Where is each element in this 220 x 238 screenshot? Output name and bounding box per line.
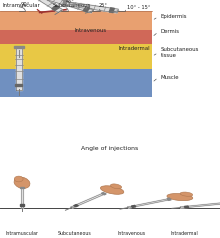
Text: Epidermis: Epidermis	[161, 14, 187, 19]
Polygon shape	[16, 0, 63, 12]
Text: Intravenous: Intravenous	[118, 231, 146, 236]
Polygon shape	[66, 2, 118, 13]
Polygon shape	[127, 199, 169, 208]
Polygon shape	[71, 194, 104, 208]
Ellipse shape	[14, 177, 30, 188]
Polygon shape	[167, 198, 171, 200]
Ellipse shape	[180, 192, 193, 196]
Polygon shape	[15, 84, 22, 86]
Bar	[0, 30, 152, 44]
Text: Intramuscular: Intramuscular	[6, 231, 38, 236]
Bar	[0, 44, 152, 69]
Polygon shape	[101, 193, 106, 195]
Text: Subcutaneous: Subcutaneous	[58, 231, 92, 236]
Text: Subcutaneous: Subcutaneous	[53, 3, 91, 8]
Polygon shape	[74, 205, 78, 207]
Text: Muscle: Muscle	[161, 75, 179, 80]
Bar	[0, 69, 152, 97]
Ellipse shape	[167, 193, 193, 201]
Polygon shape	[131, 205, 136, 207]
Text: 45°: 45°	[66, 0, 75, 5]
Polygon shape	[52, 5, 60, 10]
Polygon shape	[109, 8, 114, 13]
Ellipse shape	[101, 186, 124, 194]
Ellipse shape	[110, 184, 122, 189]
Polygon shape	[14, 46, 24, 48]
Text: Dermis: Dermis	[161, 29, 180, 34]
Bar	[0, 11, 152, 30]
Polygon shape	[20, 187, 24, 188]
Polygon shape	[62, 0, 67, 7]
Text: Angle of injections: Angle of injections	[81, 146, 139, 151]
Polygon shape	[21, 188, 24, 208]
Polygon shape	[39, 0, 94, 13]
Text: 10° - 15°: 10° - 15°	[126, 5, 150, 10]
Text: Intramuscular: Intramuscular	[2, 3, 40, 8]
Polygon shape	[83, 7, 90, 12]
Text: 25°: 25°	[99, 3, 108, 8]
Polygon shape	[184, 206, 189, 208]
Text: Intradermal: Intradermal	[119, 45, 150, 50]
Text: Subcutaneous
tissue: Subcutaneous tissue	[161, 47, 199, 58]
Polygon shape	[20, 204, 24, 206]
Polygon shape	[16, 48, 22, 90]
Text: Intravenous: Intravenous	[75, 28, 107, 33]
Ellipse shape	[14, 176, 23, 182]
Text: Intradermal: Intradermal	[171, 231, 199, 236]
Text: 90°: 90°	[21, 1, 30, 6]
Polygon shape	[180, 203, 220, 208]
